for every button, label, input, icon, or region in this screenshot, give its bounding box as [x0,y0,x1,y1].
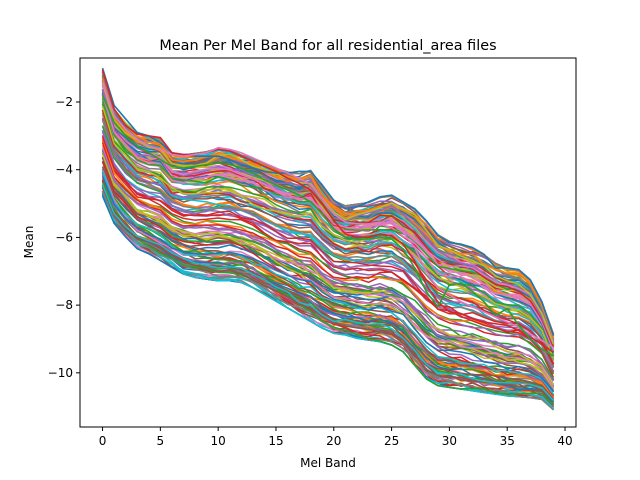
series-lines [101,67,555,411]
series-line [101,161,555,397]
series-line [101,185,554,406]
series-line [101,106,555,359]
series-line [101,136,555,365]
y-tick-label: −2 [55,95,73,109]
series-line [101,148,555,375]
y-axis: −10 −8 −6 −4 −2 [48,95,80,380]
series-line [101,169,555,388]
series-line-highlight [101,69,554,354]
x-tick-label: 0 [99,434,107,448]
x-axis: 0 5 10 15 20 25 30 35 40 [99,427,573,448]
series-line [101,135,555,373]
series-line [101,149,555,382]
x-tick-label: 30 [442,434,457,448]
series-line [101,176,555,392]
x-tick-label: 35 [500,434,515,448]
series-line [101,140,555,378]
x-tick-label: 25 [384,434,399,448]
y-tick-label: −8 [55,298,73,312]
y-tick-label: −6 [55,230,73,244]
x-tick-label: 15 [268,434,283,448]
series-line [101,184,555,402]
y-tick-label: −4 [55,163,73,177]
series-line [101,94,555,343]
chart-title: Mean Per Mel Band for all residential_ar… [159,38,496,54]
x-tick-label: 20 [326,434,341,448]
series-line-highlight [101,94,554,357]
x-axis-label: Mel Band [300,456,356,470]
plot-frame [79,57,577,428]
series-line [101,149,555,386]
series-line [101,117,555,365]
series-line [101,190,555,403]
y-tick-label: −10 [48,366,73,380]
y-axis-label: Mean [22,226,36,259]
x-tick-label: 40 [557,434,572,448]
series-line [101,78,555,335]
series-line [101,157,555,388]
series-line [101,173,555,397]
series-line [101,118,555,353]
x-tick-label: 10 [211,434,226,448]
series-line [101,109,555,367]
series-line [101,191,554,409]
series-line [101,103,555,357]
series-line [101,119,555,369]
series-line [101,153,555,388]
series-line-highlight [101,81,554,349]
x-tick-label: 5 [157,434,165,448]
